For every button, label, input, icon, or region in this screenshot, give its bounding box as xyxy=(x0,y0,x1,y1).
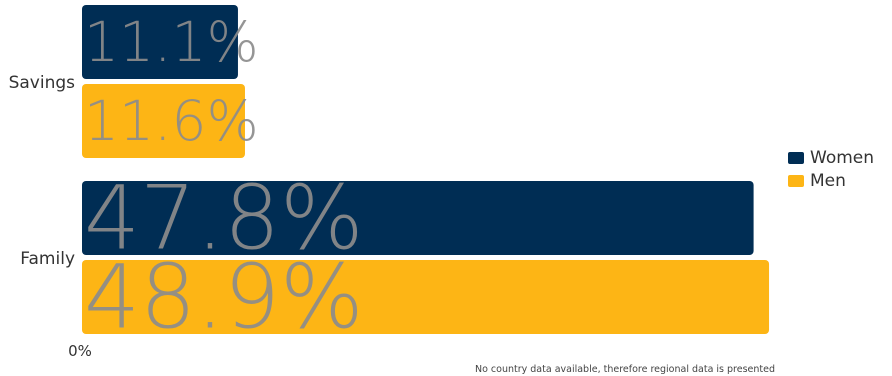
category-label-savings: Savings xyxy=(9,73,76,93)
bar-women-savings xyxy=(82,5,238,79)
legend-label-women: Women xyxy=(810,148,874,168)
legend-label-men: Men xyxy=(810,171,846,191)
data-label-women-family: 47.8% xyxy=(84,167,364,270)
data-label-men-family: 48.9% xyxy=(84,246,364,349)
legend-swatch-women xyxy=(788,152,804,164)
bar-women-family xyxy=(82,181,754,255)
data-label-women-savings: 11.1% xyxy=(84,10,259,74)
bar-men-savings xyxy=(82,84,245,158)
bars-layer xyxy=(82,5,770,334)
footnote: No country data available, therefore reg… xyxy=(475,364,775,375)
x-axis-zero-label: 0% xyxy=(68,342,92,360)
legend-swatch-men xyxy=(788,175,804,187)
legend: Women Men xyxy=(788,148,874,191)
data-label-men-savings: 11.6% xyxy=(84,89,259,153)
bar-men-family xyxy=(82,260,770,334)
category-label-family: Family xyxy=(20,249,75,269)
category-labels: Savings Family xyxy=(9,73,76,269)
bar-labels-layer: 11.1% 11.6% 47.8%48.9% xyxy=(84,10,364,349)
